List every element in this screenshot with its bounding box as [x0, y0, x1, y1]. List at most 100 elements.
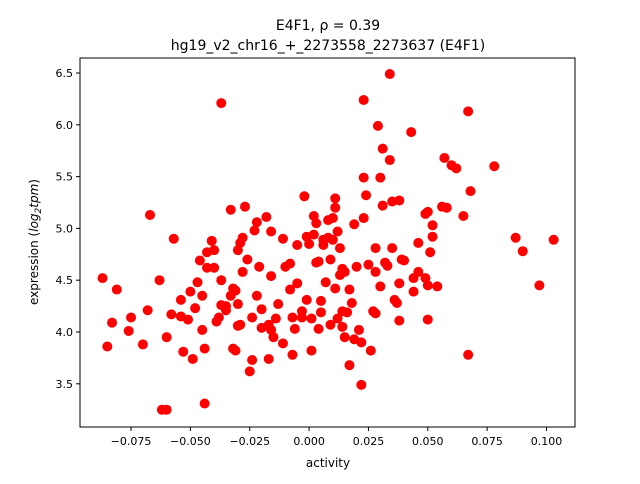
x-axis-label: activity: [306, 456, 350, 470]
data-point: [372, 120, 383, 131]
data-point: [356, 379, 367, 390]
data-point: [327, 234, 338, 245]
data-point: [166, 309, 177, 320]
data-point: [230, 345, 241, 356]
data-point: [168, 233, 179, 244]
data-point: [192, 277, 203, 288]
data-point: [463, 106, 474, 117]
data-point: [242, 254, 253, 265]
y-tick-label: 4.0: [56, 326, 74, 339]
chart-title-line2: hg19_v2_chr16_+_2273558_2273637 (E4F1): [171, 38, 485, 54]
data-point: [510, 232, 521, 243]
data-point: [325, 254, 336, 265]
data-point: [489, 161, 500, 172]
data-point: [394, 315, 405, 326]
data-point: [365, 345, 376, 356]
y-tick-label: 5.5: [56, 171, 74, 184]
data-point: [111, 284, 122, 295]
data-point: [154, 275, 165, 286]
data-point: [370, 243, 381, 254]
data-point: [190, 303, 201, 314]
data-point: [287, 349, 298, 360]
data-point: [358, 94, 369, 105]
y-tick-label: 5.0: [56, 222, 74, 235]
data-point: [209, 245, 220, 256]
data-point: [370, 308, 381, 319]
y-tick-label: 6.0: [56, 119, 74, 132]
data-point: [330, 283, 341, 294]
data-point: [266, 226, 277, 237]
data-point: [320, 277, 331, 288]
data-point: [247, 312, 258, 323]
data-point: [315, 295, 326, 306]
data-point: [235, 319, 246, 330]
data-point: [465, 186, 476, 197]
data-point: [254, 261, 265, 272]
data-point: [413, 237, 424, 248]
data-point: [339, 266, 350, 277]
data-point: [304, 238, 315, 249]
data-point: [194, 255, 205, 266]
data-point: [427, 231, 438, 242]
data-point: [363, 259, 374, 270]
data-point: [334, 243, 345, 254]
data-point: [175, 294, 186, 305]
data-point: [432, 281, 443, 292]
data-point: [306, 313, 317, 324]
data-point: [213, 312, 224, 323]
data-point: [399, 255, 410, 266]
data-point: [337, 321, 348, 332]
x-tick-label: −0.025: [229, 435, 270, 448]
data-point: [375, 281, 386, 292]
x-tick-label: 0.025: [353, 435, 385, 448]
data-point: [375, 172, 386, 183]
data-point: [202, 262, 213, 273]
data-point: [197, 290, 208, 301]
data-point: [422, 206, 433, 217]
data-point: [244, 366, 255, 377]
data-point: [349, 219, 360, 230]
data-point: [339, 332, 350, 343]
data-point: [102, 341, 113, 352]
data-point: [107, 317, 118, 328]
data-point: [123, 325, 134, 336]
data-point: [408, 286, 419, 297]
data-point: [289, 323, 300, 334]
data-point: [137, 339, 148, 350]
x-axis: −0.075 −0.050 −0.025 0.000 0.025 0.050 0.075 0.…: [111, 427, 562, 448]
data-point: [318, 239, 329, 250]
x-tick-label: 0.075: [471, 435, 503, 448]
data-point: [301, 294, 312, 305]
data-point: [306, 345, 317, 356]
data-point: [427, 220, 438, 231]
data-point: [206, 235, 217, 246]
data-point: [330, 202, 341, 213]
data-point: [377, 143, 388, 154]
data-point: [394, 195, 405, 206]
data-point: [161, 332, 172, 343]
data-point: [327, 213, 338, 224]
data-point: [249, 225, 260, 236]
data-point: [330, 193, 341, 204]
data-point: [534, 280, 545, 291]
data-point: [216, 98, 227, 109]
data-point: [277, 233, 288, 244]
data-point: [353, 324, 364, 335]
data-point: [548, 234, 559, 245]
chart-title-line1: E4F1, ρ = 0.39: [276, 18, 380, 34]
data-point: [187, 353, 198, 364]
data-point: [387, 243, 398, 254]
data-point: [422, 280, 433, 291]
x-tick-label: 0.050: [412, 435, 444, 448]
data-point: [232, 299, 243, 310]
data-point: [197, 324, 208, 335]
data-point: [209, 262, 220, 273]
data-point: [344, 360, 355, 371]
data-point: [277, 338, 288, 349]
data-point: [178, 346, 189, 357]
data-point: [458, 210, 469, 221]
data-point: [517, 246, 528, 257]
data-point: [384, 155, 395, 166]
data-point: [332, 226, 343, 237]
